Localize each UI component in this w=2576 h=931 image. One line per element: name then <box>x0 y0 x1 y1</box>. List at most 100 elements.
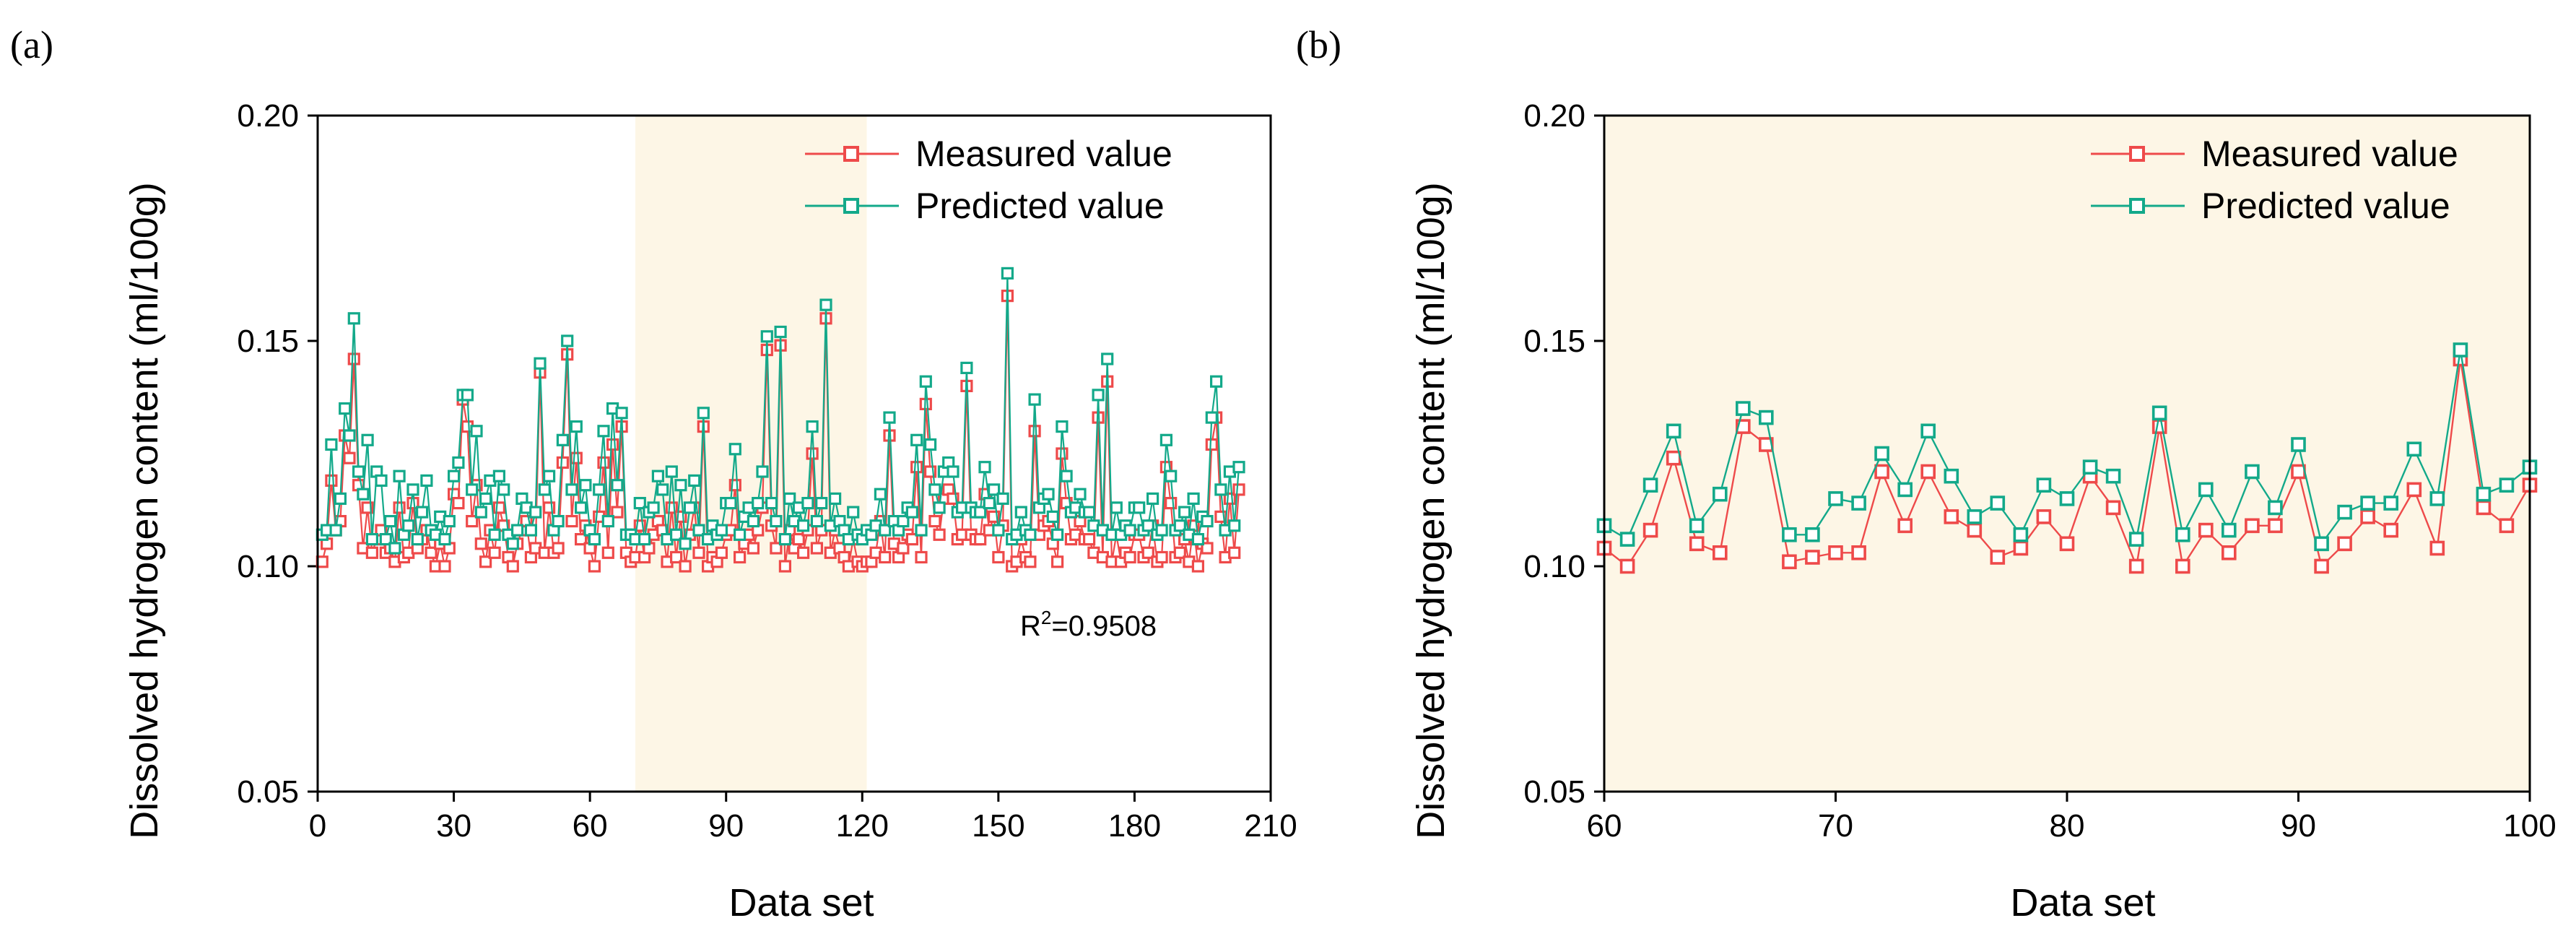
predicted-data-point <box>919 375 932 388</box>
predicted-data-point <box>2383 495 2398 511</box>
measured-data-point <box>474 537 487 550</box>
predicted-data-point <box>724 496 737 510</box>
measured-data-point <box>1782 554 1797 570</box>
predicted-data-point <box>510 524 524 537</box>
measured-data-point <box>565 514 578 528</box>
x-tick-label: 70 <box>1818 808 1853 844</box>
x-tick-label: 150 <box>972 808 1024 844</box>
measured-data-point <box>1232 483 1245 496</box>
predicted-data-point <box>810 514 824 528</box>
predicted-data-point <box>365 532 378 546</box>
predicted-data-point <box>534 357 547 370</box>
predicted-data-point <box>819 298 832 311</box>
measured-data-point <box>1967 522 1983 538</box>
predicted-data-point <box>1782 527 1797 542</box>
predicted-data-point <box>402 519 415 532</box>
predicted-data-point <box>1060 469 1073 482</box>
predicted-data-point <box>470 425 483 438</box>
y-tick-label: 0.10 <box>1523 549 1585 584</box>
predicted-data-point <box>2360 495 2375 511</box>
predicted-data-point <box>488 528 501 541</box>
predicted-data-point <box>778 532 792 546</box>
x-tick-label: 210 <box>1244 808 1297 844</box>
measured-data-point <box>1050 555 1064 568</box>
measured-data-point <box>715 546 728 559</box>
predicted-data-point <box>2059 491 2075 506</box>
predicted-data-point <box>1056 420 1069 433</box>
y-tick-label: 0.05 <box>237 774 299 810</box>
predicted-data-point <box>411 532 424 546</box>
predicted-data-point <box>1805 527 1820 542</box>
predicted-data-point <box>905 506 919 519</box>
predicted-data-point <box>752 496 765 510</box>
predicted-data-point <box>588 532 601 546</box>
predicted-data-point <box>1232 461 1245 474</box>
measured-data-point <box>1228 546 1241 559</box>
legend-b-measured-marker <box>2129 146 2145 162</box>
predicted-data-point <box>669 528 683 541</box>
predicted-data-point <box>992 524 1005 537</box>
predicted-data-point <box>1024 528 1037 541</box>
predicted-data-point <box>2036 477 2052 493</box>
predicted-data-point <box>1201 514 1214 528</box>
predicted-data-point <box>556 433 570 446</box>
measured-data-point <box>2268 518 2283 534</box>
legend-a-measured-label: Measured value <box>915 134 1172 174</box>
measured-data-point <box>2059 536 2075 552</box>
measured-data-point <box>747 542 760 555</box>
measured-data-point <box>992 550 1005 564</box>
measured-data-point <box>2036 509 2052 524</box>
predicted-data-point <box>923 438 937 451</box>
measured-data-point <box>570 451 583 464</box>
measured-data-point <box>479 555 492 568</box>
predicted-data-point <box>1619 532 1635 547</box>
y-tick-label: 0.20 <box>237 98 299 134</box>
measured-data-point <box>1173 546 1186 559</box>
measured-data-point <box>1024 555 1037 568</box>
panel-b-tick-layer <box>1594 114 2531 802</box>
predicted-data-point <box>879 524 892 537</box>
predicted-data-point <box>2314 536 2329 552</box>
predicted-data-point <box>806 420 819 433</box>
predicted-data-point <box>647 501 660 514</box>
predicted-data-point <box>1666 423 1681 439</box>
panel-a-tick-layer <box>308 114 1272 802</box>
measured-data-point <box>1082 532 1096 546</box>
predicted-data-point <box>974 506 987 519</box>
predicted-data-point <box>674 479 687 492</box>
measured-data-point <box>574 532 588 546</box>
measured-data-point <box>1897 518 1913 534</box>
predicted-data-point <box>379 532 392 546</box>
predicted-data-point <box>2337 504 2352 520</box>
predicted-data-point <box>1101 352 1114 365</box>
measured-data-point <box>2314 558 2329 574</box>
predicted-data-point <box>692 524 705 537</box>
measured-data-point <box>910 461 923 474</box>
predicted-data-point <box>1897 482 1913 498</box>
measured-data-point <box>679 560 692 573</box>
predicted-data-point <box>2429 491 2445 506</box>
predicted-data-point <box>1920 423 1936 439</box>
measured-data-point <box>1201 542 1214 555</box>
predicted-data-point <box>615 407 628 420</box>
measured-data-point <box>466 514 479 528</box>
predicted-data-point <box>1191 532 1205 546</box>
predicted-data-point <box>406 483 419 496</box>
panel-a-plot-frame <box>316 114 1272 793</box>
panel-b-plot-frame <box>1603 114 2531 793</box>
predicted-data-point <box>1159 433 1173 446</box>
measured-data-point <box>2499 518 2515 534</box>
measured-data-point <box>928 514 941 528</box>
panel-b-legend: Measured value Predicted value <box>2091 134 2458 226</box>
predicted-data-point <box>1736 401 1751 416</box>
measured-data-point <box>425 546 438 559</box>
predicted-data-point <box>1178 506 1191 519</box>
predicted-data-point <box>452 456 465 469</box>
predicted-data-point <box>329 524 342 537</box>
measured-data-point <box>2128 558 2144 574</box>
predicted-data-point <box>2245 464 2260 480</box>
predicted-data-point <box>375 474 388 488</box>
predicted-data-point <box>497 483 510 496</box>
measured-data-point <box>2222 545 2237 560</box>
x-tick-label: 120 <box>836 808 889 844</box>
